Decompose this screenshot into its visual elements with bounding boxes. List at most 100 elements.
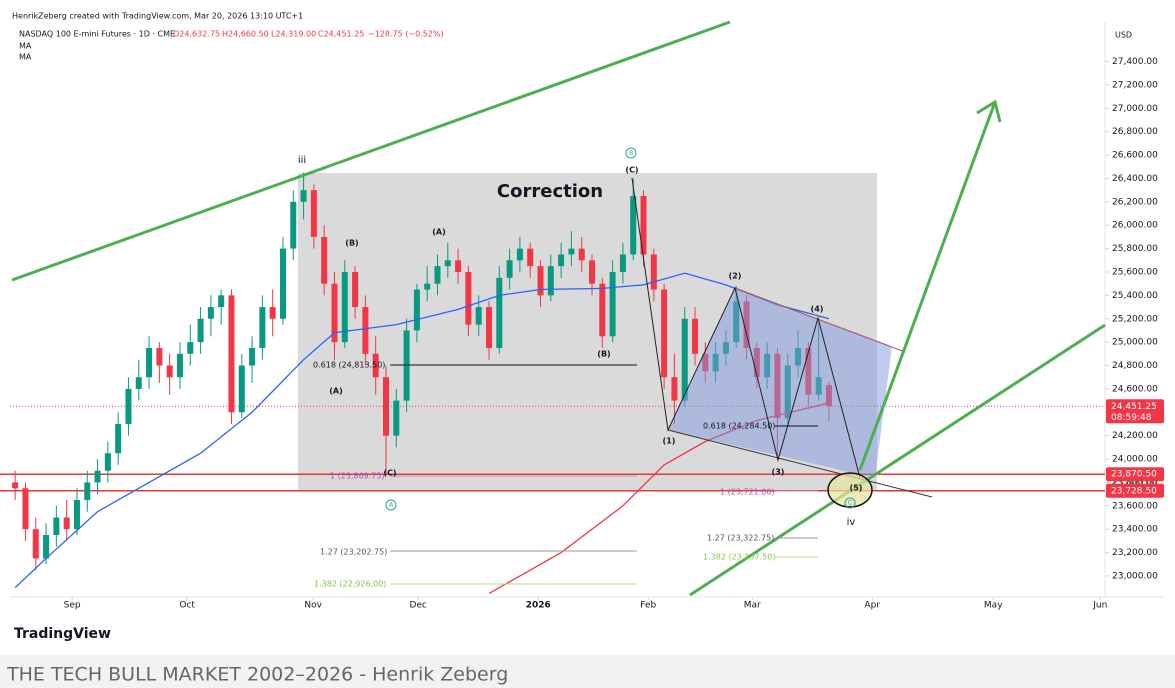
candle-body [197, 318, 204, 343]
ohlc-open: O24,632.75 [173, 30, 220, 39]
wave-label: (A) [329, 387, 343, 396]
y-tick-label: 27,400.00 [1112, 57, 1158, 67]
wave-label: (C) [625, 166, 638, 175]
candle-body [321, 236, 328, 284]
wave-label: (5) [850, 484, 863, 493]
candle-body [73, 499, 80, 530]
candle-body [259, 307, 266, 348]
green-arrow [858, 101, 997, 471]
logo: TradingView [14, 626, 111, 642]
overlay [11, 20, 1106, 597]
candle-body [455, 260, 462, 272]
candle-body [218, 295, 225, 308]
y-tick-label: 26,200.00 [1112, 197, 1158, 207]
candle-body [166, 365, 173, 378]
y-tick-label: 23,000.00 [1112, 571, 1158, 581]
price-box [1106, 483, 1164, 498]
candle-body [115, 423, 122, 454]
y-tick-label: 26,400.00 [1112, 174, 1158, 184]
circled-label: C [848, 500, 852, 507]
candle-body [527, 248, 534, 267]
candle-body [671, 377, 678, 401]
candle-body [496, 277, 503, 348]
y-tick-label: 23,400.00 [1112, 525, 1158, 535]
candle-body [547, 266, 554, 296]
y-tick-label: 25,400.00 [1112, 291, 1158, 301]
hidden-price-label: 23,800.00 [1111, 478, 1157, 488]
fib-label: 1.382 (22,926.00) [314, 580, 386, 589]
y-tick-label: 23,600.00 [1112, 501, 1158, 511]
circle-marker [385, 499, 397, 511]
y-tick-label: 24,000.00 [1112, 455, 1158, 465]
x-tick-label: May [984, 601, 1003, 611]
circle-marker [625, 147, 637, 159]
wave-label: (C) [383, 469, 396, 478]
price-label: 23,728.50 [1111, 486, 1157, 496]
target-circle [827, 472, 873, 508]
currency: USD [1115, 31, 1132, 40]
candle-body [63, 517, 70, 530]
wave-label: iv [847, 517, 856, 528]
legend-entry: MA [19, 53, 32, 62]
candle-body [382, 377, 389, 436]
circled-label: B [629, 150, 633, 157]
y-tick-label: 25,000.00 [1112, 338, 1158, 348]
x-tick-label: Mar [744, 601, 761, 611]
y-tick-label: 24,800.00 [1112, 361, 1158, 371]
candle-body [619, 254, 626, 272]
candle-body [146, 347, 153, 378]
green-trend [689, 323, 1106, 597]
annotations: iii Correction (B) (A) (A) (C) (B) (C) 0… [298, 147, 863, 589]
candle-body [692, 318, 699, 354]
wave-label: (B) [597, 350, 610, 359]
ohlc-high: H24,660.50 [222, 30, 269, 39]
candle-body [341, 271, 348, 343]
trend-line [734, 287, 906, 353]
wave-label: (3) [772, 468, 785, 477]
price-label: 23,870.50 [1111, 470, 1157, 480]
legend-entry: MA [19, 42, 32, 51]
x-tick-label: Sep [64, 601, 81, 611]
candle-body [444, 260, 451, 267]
candle-body [434, 266, 441, 284]
wave-line [631, 177, 861, 479]
y-tick-label: 27,000.00 [1112, 104, 1158, 114]
candle-body [290, 201, 297, 249]
candle-body [84, 482, 91, 500]
fib-label: 0.618 (24,813.50) [313, 361, 385, 370]
candle-body [475, 307, 482, 325]
wave-label: (B) [345, 239, 358, 248]
wave-label: iii [298, 155, 306, 166]
candle-body [12, 482, 19, 489]
x-tick-label: Oct [179, 601, 195, 611]
triangle [668, 288, 892, 478]
wave-label: (A) [432, 228, 446, 237]
overlay-under [0, 405, 1105, 492]
candle-body [53, 517, 60, 536]
candle-body [393, 400, 400, 436]
candle-body [310, 190, 317, 237]
candle-body [135, 377, 142, 389]
wave-label: (2) [729, 272, 742, 281]
candle-body [94, 470, 101, 483]
credit: HenrikZeberg created with TradingView.co… [12, 12, 303, 21]
correction-label: Correction [497, 181, 603, 202]
price-label: 24,451.25 [1111, 402, 1157, 412]
x-tick-label: 2026 [526, 601, 551, 611]
candle-body [228, 295, 235, 413]
circled-label: A [389, 502, 394, 509]
candle-body [279, 248, 286, 319]
candle-body [599, 283, 606, 337]
candle-body [331, 283, 338, 343]
candle-body [640, 196, 647, 255]
candle-body [568, 248, 575, 255]
candle-body [681, 318, 688, 401]
chart-title: NASDAQ 100 E-mini Futures · 1D · CME [19, 30, 175, 39]
y-tick-label: 24,200.00 [1112, 431, 1158, 441]
countdown: 08:59:48 [1111, 413, 1152, 423]
candle-body [661, 289, 668, 378]
candle-body [187, 342, 194, 354]
caption-bar [0, 655, 1175, 688]
ma-line [14, 272, 830, 589]
